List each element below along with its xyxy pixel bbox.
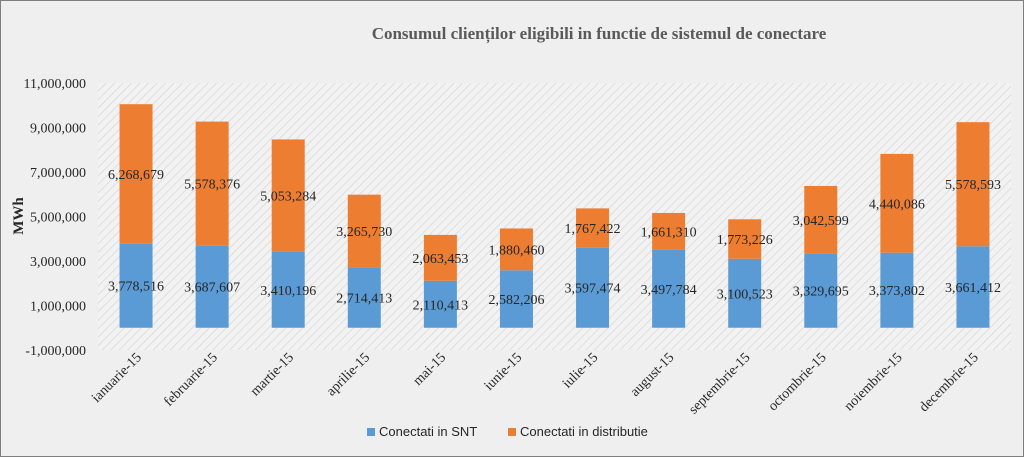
x-tick-label: iulie-15	[560, 350, 601, 391]
x-tick-label: iunie-15	[482, 350, 526, 394]
data-label: 5,053,284	[260, 190, 316, 205]
bar-segment-snt	[423, 280, 457, 328]
bar-segment-distributie	[880, 153, 914, 253]
x-tick-label: februarie-15	[161, 350, 221, 410]
data-label: 3,373,802	[869, 284, 925, 299]
bars	[119, 104, 990, 328]
bar-segment-distributie	[271, 139, 305, 252]
legend-label-snt: Conectati in SNT	[379, 424, 477, 439]
data-label: 2,110,413	[413, 298, 468, 313]
data-label: 3,100,523	[717, 287, 773, 302]
bar-segment-snt	[347, 267, 381, 328]
data-label: 3,410,196	[260, 284, 316, 299]
data-label: 1,767,422	[565, 222, 621, 237]
x-tick-label: aprilie-15	[324, 350, 373, 399]
bar-segment-distributie	[119, 104, 153, 244]
bar-segment-distributie	[804, 185, 838, 254]
bar-segment-snt	[804, 253, 838, 328]
bar-segment-distributie	[195, 121, 229, 246]
data-label: 1,661,310	[641, 225, 697, 240]
bar-segment-distributie	[347, 194, 381, 268]
y-tick-label: 5,000,000	[30, 211, 86, 226]
x-tick-label: mai-15	[411, 350, 450, 389]
bar-segment-distributie	[499, 228, 533, 271]
chart-title: Consumul clienților eligibili in functie…	[372, 24, 827, 44]
y-tick-label: 11,000,000	[24, 77, 86, 92]
data-label: 3,497,784	[641, 283, 697, 298]
data-label: 3,687,607	[184, 281, 240, 296]
data-label: 3,778,516	[108, 280, 164, 295]
legend: Conectati in SNT Conectati in distributie	[367, 424, 648, 439]
plot-area	[98, 83, 1011, 350]
bar-segment-distributie	[576, 208, 610, 248]
bar-segment-snt	[652, 249, 686, 328]
x-tick-label: ianuarie-15	[89, 350, 145, 406]
y-tick-label: -1,000,000	[25, 344, 86, 359]
data-label: 5,578,593	[945, 178, 1001, 193]
x-tick-label: decembrie-15	[917, 350, 982, 415]
bar-segment-snt	[271, 251, 305, 328]
bar-segment-snt	[576, 247, 610, 328]
x-tick-label: octombrie-15	[766, 350, 830, 414]
bar-segment-snt	[119, 243, 153, 328]
data-label: 1,773,226	[717, 233, 773, 248]
data-label: 1,880,460	[488, 243, 544, 258]
data-label: 2,582,206	[488, 293, 544, 308]
bar-segment-snt	[956, 246, 990, 328]
legend-swatch-snt	[367, 428, 375, 436]
x-tick-label: septembrie-15	[686, 350, 753, 417]
data-label: 3,329,695	[793, 285, 849, 300]
bar-segment-distributie	[728, 219, 762, 259]
y-tick-label: 1,000,000	[30, 300, 86, 315]
bar-segment-distributie	[423, 234, 457, 281]
data-label: 2,063,453	[412, 252, 468, 267]
bar-segment-snt	[880, 252, 914, 328]
data-label: 3,597,474	[565, 282, 621, 297]
bar-segment-distributie	[652, 212, 686, 250]
y-tick-label: 7,000,000	[30, 166, 86, 181]
data-label: 3,042,599	[793, 214, 849, 229]
data-label: 3,661,412	[945, 281, 1001, 296]
data-label: 5,578,376	[184, 178, 240, 193]
y-tick-label: 9,000,000	[30, 122, 86, 137]
bar-segment-snt	[499, 270, 533, 328]
data-labels: 3,778,516 6,268,679 3,687,607 5,578,376 3,41…	[108, 168, 1001, 313]
x-tick-labels: ianuarie-15 februarie-15 martie-15 aprilie-…	[89, 350, 982, 417]
bar-segment-distributie	[956, 122, 990, 247]
y-tick-label: 3,000,000	[30, 255, 86, 270]
data-label: 4,440,086	[869, 197, 925, 212]
x-tick-label: august-15	[628, 350, 678, 400]
y-tick-labels: -1,000,000 1,000,000 3,000,000 5,000,000 7,0…	[24, 77, 86, 359]
x-tick-label: noiembrie-15	[842, 350, 906, 414]
y-axis-label: MWh	[11, 197, 27, 235]
legend-label-distributie: Conectati in distributie	[520, 424, 648, 439]
bar-segment-snt	[728, 258, 762, 328]
data-label: 3,265,730	[336, 225, 392, 240]
data-label: 6,268,679	[108, 168, 164, 183]
x-tick-label: martie-15	[248, 350, 297, 399]
legend-swatch-distributie	[508, 428, 516, 436]
data-label: 2,714,413	[336, 292, 392, 307]
bar-segment-snt	[195, 245, 229, 328]
